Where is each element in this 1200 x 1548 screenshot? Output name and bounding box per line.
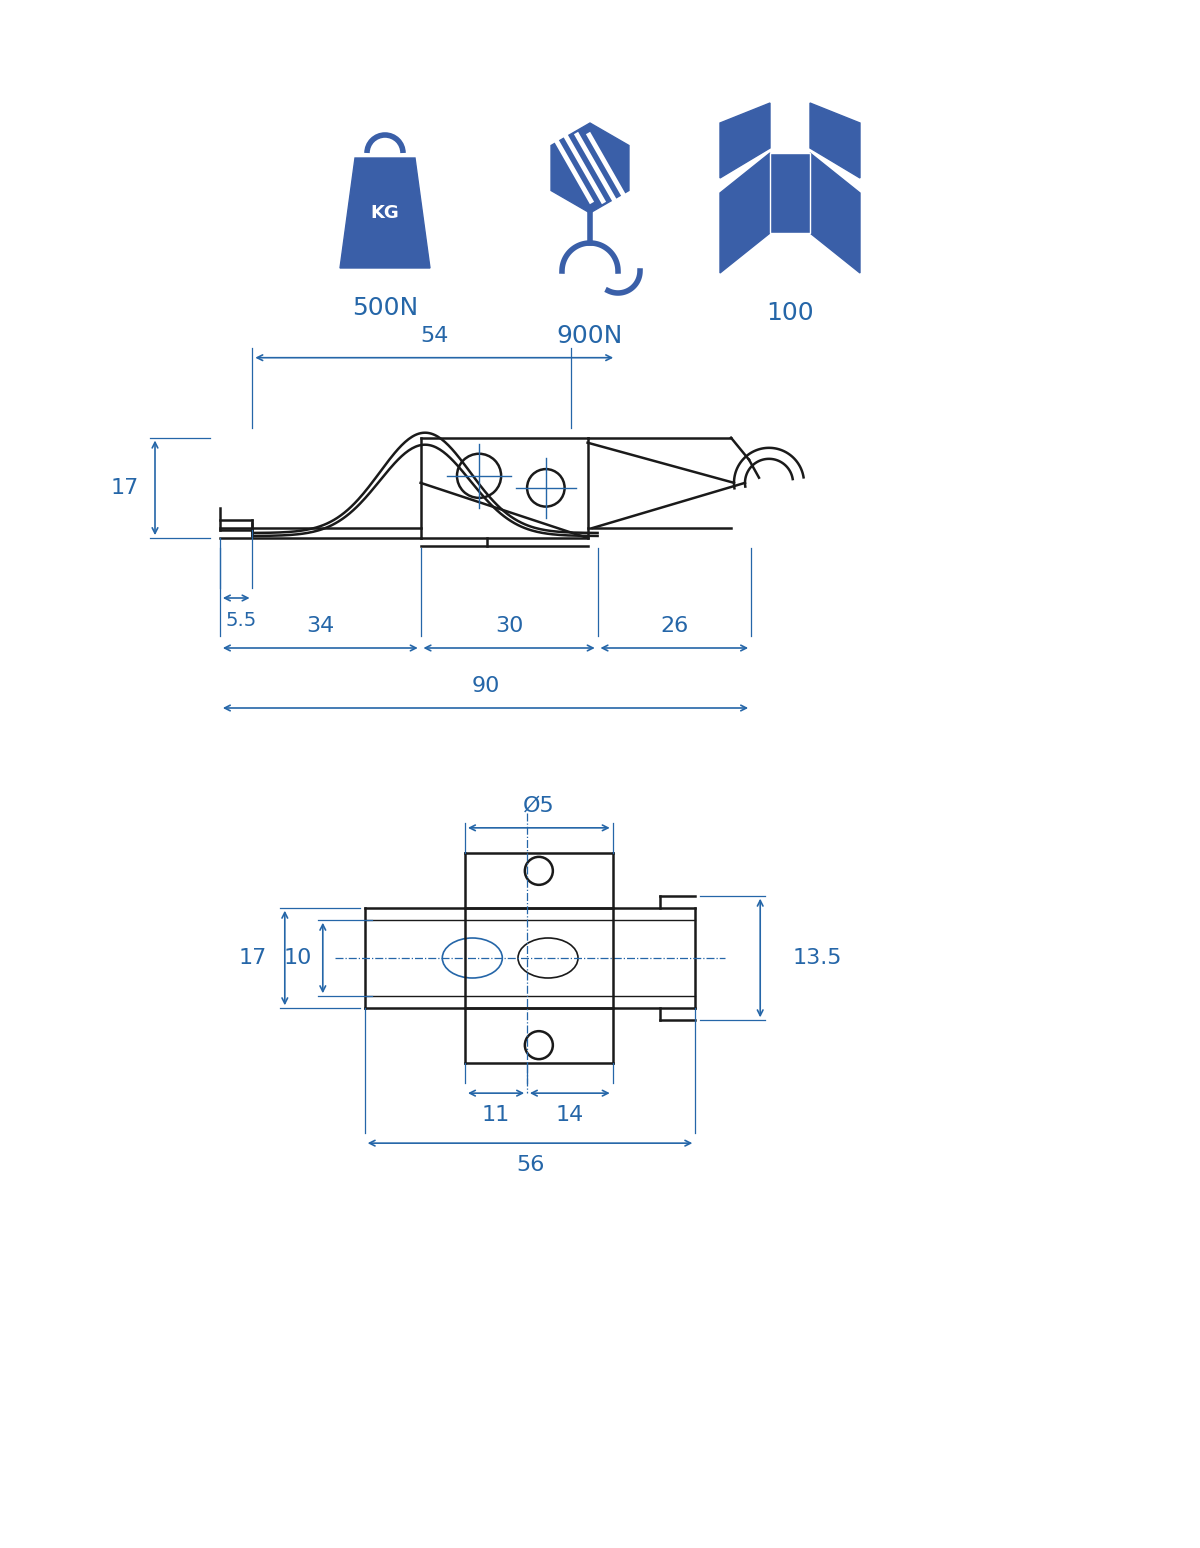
Polygon shape	[720, 153, 770, 272]
Text: 54: 54	[420, 325, 449, 345]
Text: 10: 10	[283, 947, 312, 968]
Text: 26: 26	[660, 616, 689, 636]
Polygon shape	[810, 153, 860, 272]
Text: KG: KG	[371, 204, 400, 221]
Text: 34: 34	[306, 616, 335, 636]
Polygon shape	[810, 104, 860, 178]
Text: 17: 17	[239, 947, 266, 968]
Text: 5.5: 5.5	[226, 610, 257, 630]
Text: 13.5: 13.5	[792, 947, 841, 968]
Polygon shape	[720, 104, 770, 178]
Text: 17: 17	[110, 478, 139, 498]
Text: 90: 90	[472, 676, 499, 697]
Text: 100: 100	[766, 300, 814, 325]
Text: 11: 11	[482, 1105, 510, 1125]
Polygon shape	[551, 122, 629, 214]
Text: 14: 14	[556, 1105, 584, 1125]
Polygon shape	[770, 153, 810, 234]
Text: 56: 56	[516, 1155, 544, 1175]
Text: 30: 30	[494, 616, 523, 636]
Text: 500N: 500N	[352, 296, 418, 320]
Polygon shape	[340, 158, 430, 268]
Text: Ø5: Ø5	[523, 796, 554, 816]
Text: 900N: 900N	[557, 324, 623, 348]
